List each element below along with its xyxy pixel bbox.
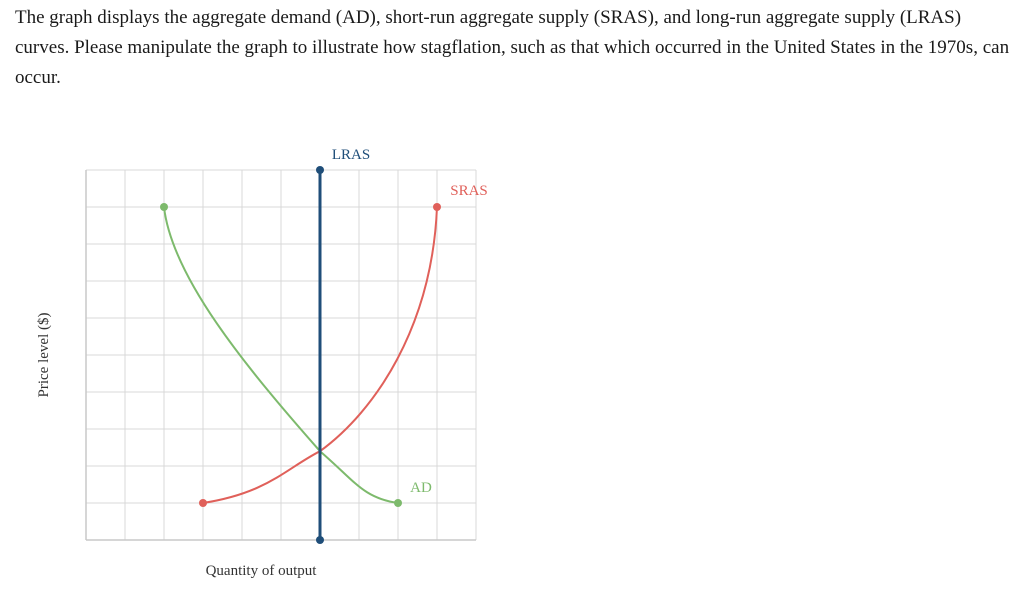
sras-endpoint-start[interactable] bbox=[199, 499, 207, 507]
x-axis-label: Quantity of output bbox=[206, 563, 318, 579]
ad-endpoint-start[interactable] bbox=[160, 203, 168, 211]
ad-label: AD bbox=[410, 480, 432, 496]
question-prompt: The graph displays the aggregate demand … bbox=[15, 7, 1010, 88]
lras-label: LRAS bbox=[332, 147, 370, 163]
series-layer: SRAS AD LRAS bbox=[160, 147, 488, 544]
sras-curve[interactable] bbox=[202, 206, 438, 504]
lras-endpoint-start[interactable] bbox=[316, 536, 324, 544]
ad-curve[interactable] bbox=[163, 206, 399, 504]
y-axis-label: Price level ($) bbox=[36, 313, 52, 398]
sras-endpoint-end[interactable] bbox=[433, 203, 441, 211]
lras-endpoint-end[interactable] bbox=[316, 166, 324, 174]
sras-label: SRAS bbox=[450, 183, 488, 199]
ad-endpoint-end[interactable] bbox=[394, 499, 402, 507]
